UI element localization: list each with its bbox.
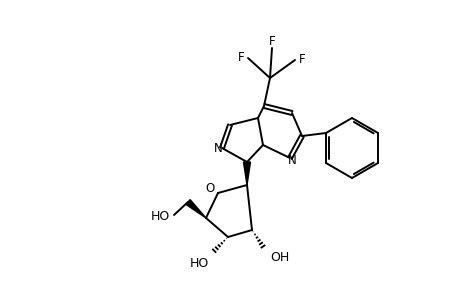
Text: N: N — [287, 154, 296, 166]
Text: O: O — [205, 182, 214, 194]
Text: F: F — [237, 50, 244, 64]
Text: HO: HO — [150, 211, 169, 224]
Text: F: F — [298, 52, 305, 65]
Text: N: N — [213, 142, 222, 155]
Polygon shape — [185, 200, 206, 218]
Text: OH: OH — [270, 251, 289, 265]
Polygon shape — [243, 162, 250, 185]
Text: F: F — [268, 34, 275, 47]
Text: HO: HO — [189, 257, 208, 271]
